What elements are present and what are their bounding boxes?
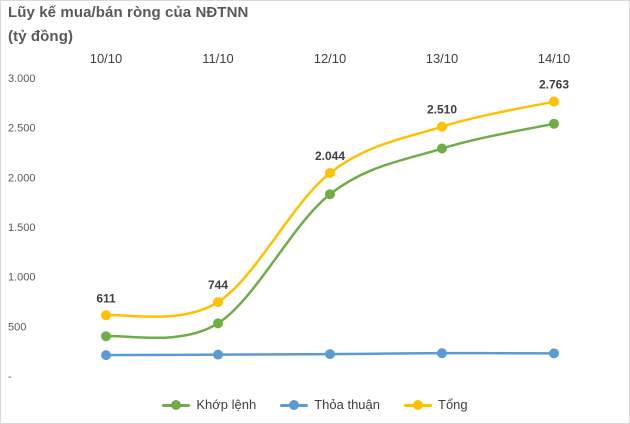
legend-item-tong: Tổng [404, 397, 468, 412]
y-tick-label: 2.000 [8, 172, 36, 184]
series-line-2 [104, 100, 556, 318]
y-tick-label: - [8, 371, 12, 383]
series-point-0 [437, 143, 447, 154]
series-point-1 [213, 349, 223, 360]
data-label: 2.763 [539, 78, 569, 92]
series-point-0 [549, 118, 559, 129]
chart-title: Lũy kế mua/bán ròng của NĐTNN [8, 4, 249, 21]
series-point-0 [213, 318, 223, 329]
series-point-1 [437, 348, 447, 359]
data-label: 2.044 [315, 149, 345, 163]
data-label: 611 [96, 291, 116, 305]
series-point-1 [325, 349, 335, 360]
x-tick-label: 14/10 [538, 51, 571, 66]
x-tick-label: 10/10 [90, 51, 123, 66]
legend-label-tong: Tổng [438, 397, 468, 412]
data-label: 744 [208, 278, 228, 292]
y-tick-label: 3.000 [8, 73, 36, 85]
y-tick-label: 2.500 [8, 123, 36, 135]
series-point-2 [549, 96, 559, 107]
series-point-1 [101, 350, 111, 361]
x-tick-label: 11/10 [202, 51, 234, 66]
legend-swatch-tong [404, 399, 432, 410]
series-point-2 [213, 297, 223, 308]
legend-label-thoa-thuan: Thỏa thuận [314, 397, 380, 412]
chart-subtitle: (tỷ đồng) [8, 28, 74, 45]
x-tick-label: 13/10 [426, 51, 459, 66]
series-point-2 [437, 121, 447, 132]
legend-label-khop-lenh: Khớp lệnh [196, 397, 257, 412]
data-label: 2.510 [427, 103, 457, 117]
series-point-2 [101, 310, 111, 321]
legend-swatch-khop-lenh [162, 399, 191, 410]
y-tick-label: 1.500 [8, 222, 36, 234]
series-point-2 [325, 167, 335, 178]
chart-legend: Khớp lệnh Thỏa thuận Tổng [0, 397, 630, 412]
series-point-1 [549, 348, 559, 359]
legend-item-thoa-thuan: Thỏa thuận [280, 397, 380, 412]
legend-swatch-thoa-thuan [280, 399, 309, 410]
y-tick-label: 500 [8, 321, 26, 333]
x-tick-label: 12/10 [314, 51, 347, 66]
y-tick-label: 1.000 [8, 272, 36, 284]
legend-item-khop-lenh: Khớp lệnh [162, 397, 256, 412]
series-point-0 [101, 331, 111, 342]
series-point-0 [325, 189, 335, 200]
